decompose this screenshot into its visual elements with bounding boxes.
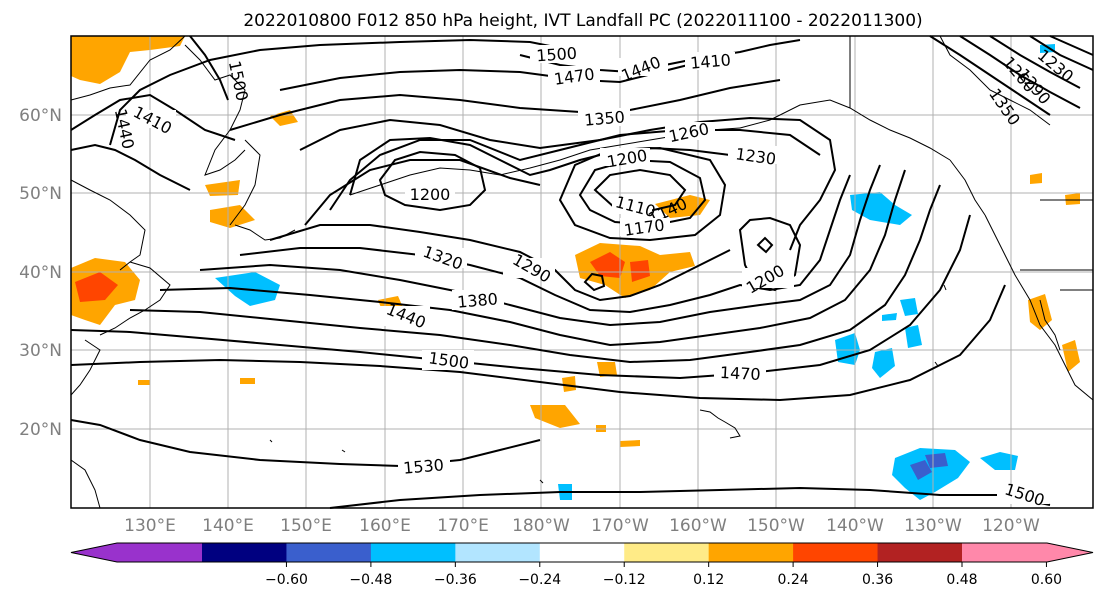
- colorbar-segment: [370, 543, 456, 562]
- lat-label: 50°N: [19, 184, 62, 204]
- map-frame: [70, 35, 1094, 509]
- lon-label: 180°W: [512, 516, 570, 536]
- contour-label: 1530: [402, 455, 444, 477]
- ivt-shading: [71, 36, 1080, 500]
- lat-labels: 60°N 50°N 40°N 30°N 20°N: [19, 106, 62, 440]
- colorbar-ticks: −0.60 −0.48 −0.36 −0.24 −0.12 0.12 0.24 0.36 0.4…: [265, 562, 1062, 588]
- lon-label: 150°E: [280, 516, 332, 536]
- colorbar-segment: [455, 543, 541, 562]
- colorbar-tick-label: −0.60: [265, 572, 308, 588]
- lon-label: 130°W: [904, 516, 962, 536]
- contour-label: 1380: [456, 289, 498, 311]
- colorbar-outline: [70, 542, 1094, 563]
- lat-label: 60°N: [19, 106, 62, 126]
- colorbar-tick-label: 0.36: [862, 572, 893, 588]
- lon-label: 150°W: [747, 516, 805, 536]
- colorbar-segment: [793, 543, 879, 562]
- colorbar-tick-label: −0.36: [434, 572, 477, 588]
- colorbar-segment: [708, 543, 794, 562]
- lon-labels: 130°E 140°E 150°E 160°E 170°E 180°W 170°…: [124, 516, 1040, 536]
- contour-label: 1350: [583, 107, 625, 129]
- contour-label: 1410: [689, 50, 731, 72]
- lat-label: 20°N: [19, 420, 62, 440]
- colorbar-segment: [71, 543, 202, 562]
- lat-label: 30°N: [19, 341, 62, 361]
- lon-label: 160°W: [669, 516, 727, 536]
- lon-label: 160°E: [359, 516, 411, 536]
- contour-label: 1500: [536, 44, 578, 66]
- lon-label: 130°E: [124, 516, 176, 536]
- lon-label: 120°W: [982, 516, 1040, 536]
- colorbar-segment: [202, 543, 287, 562]
- map-title: 2022010800 F012 850 hPa height, IVT Land…: [243, 11, 922, 31]
- colorbar-segment: [962, 543, 1093, 562]
- colorbar-tick-label: 0.12: [693, 572, 724, 588]
- colorbar-tick-label: 0.60: [1031, 572, 1062, 588]
- contour-label: 1200: [410, 185, 451, 204]
- colorbar-tick-label: 0.24: [778, 572, 809, 588]
- lon-label: 140°E: [202, 516, 254, 536]
- lon-label: 170°E: [437, 516, 489, 536]
- colorbar-segment: [624, 543, 710, 562]
- contour-label: 1470: [719, 363, 761, 384]
- colorbar-tick-label: −0.48: [349, 572, 392, 588]
- colorbar: [70, 542, 1094, 563]
- colorbar-segment: [286, 543, 372, 562]
- coastlines: [70, 35, 1094, 509]
- lat-label: 40°N: [19, 263, 62, 283]
- colorbar-tick-label: −0.24: [518, 572, 561, 588]
- colorbar-segment: [539, 543, 625, 562]
- colorbar-segment: [877, 543, 963, 562]
- lon-label: 170°W: [591, 516, 649, 536]
- colorbar-tick-label: −0.12: [603, 572, 646, 588]
- lon-label: 140°W: [826, 516, 884, 536]
- colorbar-tick-label: 0.48: [946, 572, 977, 588]
